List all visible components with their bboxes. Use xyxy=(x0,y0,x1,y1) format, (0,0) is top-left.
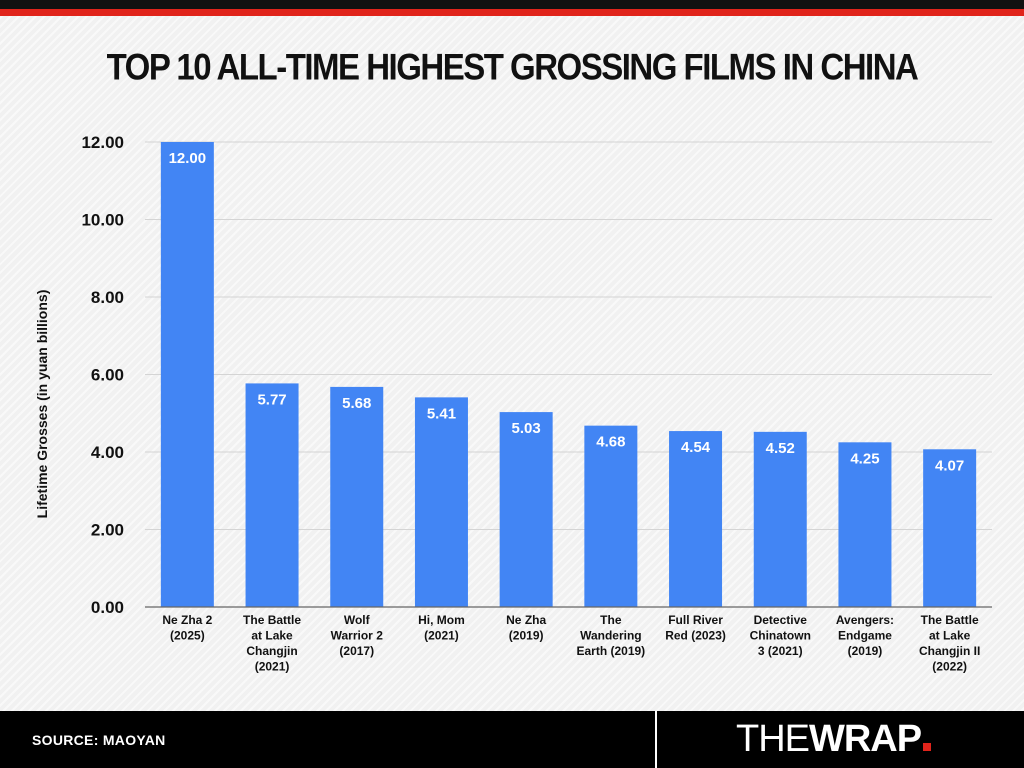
bar xyxy=(245,383,299,607)
bar xyxy=(584,425,638,607)
x-tick-label: Wolf xyxy=(344,613,371,627)
y-tick-label: 2.00 xyxy=(91,521,124,540)
bar-data-label: 5.03 xyxy=(512,420,541,437)
x-tick-label: (2025) xyxy=(170,629,205,643)
x-tick-label: Detective xyxy=(754,613,808,627)
logo-wrap-text: WRAP xyxy=(809,718,922,760)
bar-data-label: 4.25 xyxy=(850,450,879,467)
footer-bar: SOURCE: MAOYAN THE WRAP xyxy=(0,711,1024,768)
x-tick-label: The Battle xyxy=(921,613,979,627)
x-tick-label: The Battle xyxy=(243,613,301,627)
logo-the-text: THE xyxy=(736,718,810,760)
y-tick-label: 8.00 xyxy=(91,288,124,307)
x-tick-label: (2021) xyxy=(255,660,290,674)
bar xyxy=(499,412,553,607)
top-red-stripe xyxy=(0,9,1024,16)
y-axis-label: Lifetime Grosses (in yuan billions) xyxy=(34,290,50,519)
source-credit: SOURCE: MAOYAN xyxy=(32,732,166,748)
bar xyxy=(330,386,384,607)
bar-data-label: 5.68 xyxy=(342,395,371,412)
bar xyxy=(414,397,468,607)
x-tick-label: Earth (2019) xyxy=(576,644,645,658)
x-tick-label: Ne Zha 2 xyxy=(162,613,212,627)
x-tick-label: (2017) xyxy=(339,644,374,658)
bar-data-label: 4.54 xyxy=(681,439,711,456)
x-tick-label: The xyxy=(600,613,622,627)
x-tick-label: Red (2023) xyxy=(665,629,726,643)
logo-red-dot xyxy=(923,743,932,751)
x-tick-label: 3 (2021) xyxy=(758,644,803,658)
bar-data-label: 12.00 xyxy=(169,150,207,167)
footer-divider xyxy=(655,711,657,768)
x-tick-label: Changjin II xyxy=(919,644,980,658)
bar xyxy=(669,431,723,607)
y-tick-label: 10.00 xyxy=(81,211,124,230)
y-tick-label: 12.00 xyxy=(81,133,124,152)
x-tick-label: Warrior 2 xyxy=(331,629,384,643)
x-tick-label: Ne Zha xyxy=(506,613,546,627)
x-tick-label: Avengers: xyxy=(836,613,894,627)
chart-title: TOP 10 ALL-TIME HIGHEST GROSSING FILMS I… xyxy=(106,45,919,88)
x-tick-label: Full River xyxy=(668,613,723,627)
y-tick-label: 4.00 xyxy=(91,443,124,462)
x-tick-label: (2021) xyxy=(424,629,459,643)
bar-data-label: 4.07 xyxy=(935,457,964,474)
bar-data-label: 4.52 xyxy=(766,440,795,457)
bar-chart: 0.00 2.00 4.00 6.00 8.00 10.00 12.00 12.00 Ne Zh… xyxy=(34,133,992,674)
x-tick-label: (2019) xyxy=(509,629,544,643)
x-tick-label: Chinatown xyxy=(750,629,811,643)
bar xyxy=(923,449,977,607)
x-tick-label: (2022) xyxy=(932,660,967,674)
x-tick-label: Wandering xyxy=(580,629,642,643)
x-tick-label: Changjin xyxy=(246,644,297,658)
bar-data-label: 4.68 xyxy=(596,434,625,451)
thewrap-logo: THE WRAP xyxy=(736,718,932,762)
bar xyxy=(838,442,892,607)
x-tick-label: at Lake xyxy=(251,629,293,643)
bar-data-label: 5.77 xyxy=(257,391,286,408)
bar xyxy=(160,142,214,607)
x-tick-label: at Lake xyxy=(929,629,971,643)
bar xyxy=(753,431,807,607)
x-tick-label: Endgame xyxy=(838,629,892,643)
y-tick-label: 0.00 xyxy=(91,598,124,617)
x-tick-label: (2019) xyxy=(848,644,883,658)
y-tick-label: 6.00 xyxy=(91,366,124,385)
top-black-stripe xyxy=(0,0,1024,9)
x-tick-label: Hi, Mom xyxy=(418,613,465,627)
bar-data-label: 5.41 xyxy=(427,405,456,422)
